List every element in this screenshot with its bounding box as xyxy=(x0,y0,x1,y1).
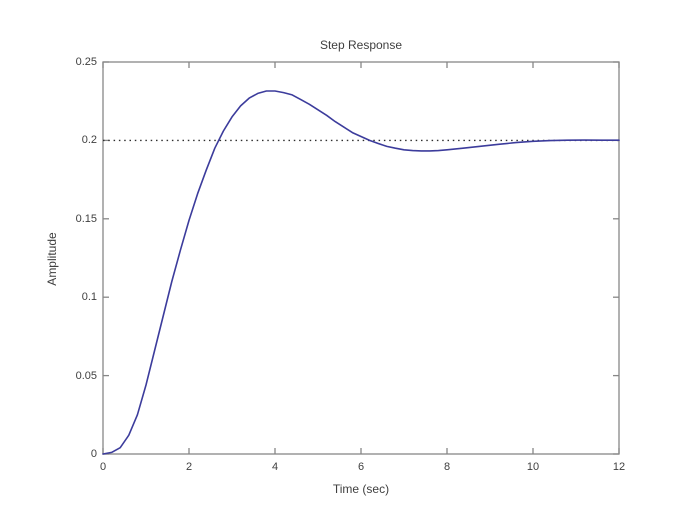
y-tick-label: 0.15 xyxy=(75,212,97,225)
plot-box xyxy=(102,61,620,455)
y-tick-label: 0 xyxy=(90,448,97,460)
x-tick-label: 12 xyxy=(612,461,626,473)
x-tick-label: 0 xyxy=(99,461,107,473)
x-tick-label: 10 xyxy=(526,461,540,473)
x-tick-label: 8 xyxy=(443,461,451,473)
x-tick-label: 6 xyxy=(357,461,365,473)
y-tick-label: 0.05 xyxy=(75,369,97,382)
chart-title: Step Response xyxy=(319,38,403,52)
y-tick-label: 0.2 xyxy=(81,134,97,147)
y-tick-label: 0.25 xyxy=(75,56,97,68)
x-tick-label: 4 xyxy=(271,461,279,473)
x-tick-label: 2 xyxy=(185,461,193,473)
y-tick-label: 0.1 xyxy=(81,291,97,304)
x-axis-label: Time (sec) xyxy=(332,482,390,496)
response-curve xyxy=(102,90,620,455)
